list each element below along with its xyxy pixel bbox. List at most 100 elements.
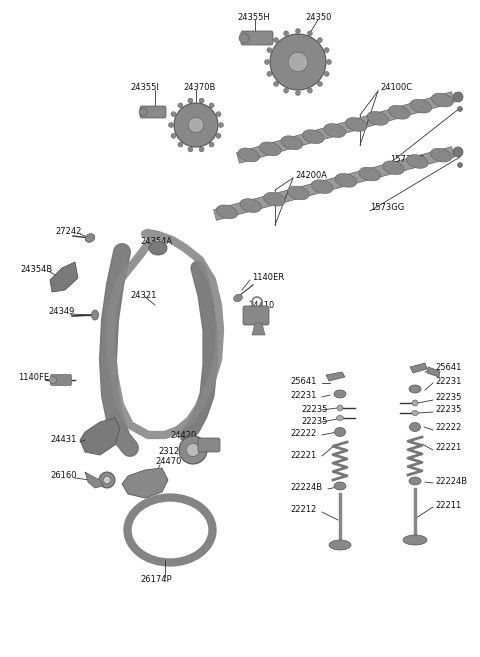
Text: 26174P: 26174P [140,576,172,585]
Text: 24321: 24321 [130,290,156,300]
Ellipse shape [187,443,200,457]
Ellipse shape [346,118,367,131]
Ellipse shape [188,147,193,152]
Text: 22222: 22222 [435,424,461,432]
Text: 25641: 25641 [290,378,316,386]
FancyBboxPatch shape [140,106,166,118]
Ellipse shape [178,142,183,147]
Ellipse shape [296,28,300,34]
Ellipse shape [409,385,421,393]
Ellipse shape [288,52,308,72]
Ellipse shape [335,428,346,436]
Polygon shape [237,92,455,164]
Polygon shape [122,468,168,498]
Ellipse shape [336,415,344,420]
Ellipse shape [324,124,346,137]
Text: 22231: 22231 [290,392,316,401]
Ellipse shape [317,81,323,87]
Ellipse shape [264,193,285,206]
Text: 26160: 26160 [50,472,76,480]
Text: 22221: 22221 [435,443,461,453]
Text: 24354A: 24354A [140,237,172,246]
Polygon shape [50,262,78,292]
Ellipse shape [218,122,224,127]
Polygon shape [252,323,265,335]
Ellipse shape [85,234,95,242]
Text: 22235: 22235 [435,394,461,403]
FancyBboxPatch shape [241,31,273,45]
Ellipse shape [216,205,238,219]
Ellipse shape [281,136,302,150]
FancyBboxPatch shape [243,306,269,325]
Ellipse shape [403,535,427,545]
Text: 22221: 22221 [290,451,316,459]
Ellipse shape [337,405,343,411]
Ellipse shape [432,93,453,107]
Polygon shape [214,147,455,220]
Ellipse shape [453,147,463,157]
Ellipse shape [216,112,221,117]
Ellipse shape [407,154,428,168]
Ellipse shape [383,161,404,175]
Text: 22235: 22235 [301,405,327,413]
Ellipse shape [312,180,333,194]
Ellipse shape [240,198,262,212]
Text: 1140FE: 1140FE [18,373,49,382]
Ellipse shape [139,108,147,116]
Text: 25641: 25641 [435,363,461,373]
Ellipse shape [260,142,281,156]
Ellipse shape [307,31,312,36]
Text: 22211: 22211 [435,501,461,509]
Ellipse shape [199,98,204,103]
Ellipse shape [359,167,381,181]
Ellipse shape [329,540,351,550]
Text: 24370B: 24370B [183,83,216,93]
Ellipse shape [274,37,278,43]
FancyBboxPatch shape [198,438,220,452]
Polygon shape [80,418,120,455]
Polygon shape [85,472,103,488]
Polygon shape [427,367,440,377]
Ellipse shape [409,477,421,485]
Text: 24431: 24431 [50,436,76,445]
Ellipse shape [409,422,420,432]
Ellipse shape [104,476,110,484]
Ellipse shape [324,48,329,53]
Ellipse shape [296,91,300,95]
Ellipse shape [174,103,218,147]
Ellipse shape [171,112,176,117]
Ellipse shape [335,173,357,187]
Ellipse shape [149,241,167,255]
Ellipse shape [49,376,57,384]
Ellipse shape [324,72,329,76]
Text: 1573GG: 1573GG [390,156,424,164]
FancyBboxPatch shape [50,374,72,386]
Ellipse shape [267,48,272,53]
Ellipse shape [274,81,278,87]
Text: 1140ER: 1140ER [252,273,284,281]
Ellipse shape [239,33,249,43]
Text: 1573GG: 1573GG [370,204,404,212]
Ellipse shape [188,118,204,133]
Text: 24200A: 24200A [295,171,327,179]
Polygon shape [326,372,345,381]
Ellipse shape [431,148,452,162]
Ellipse shape [92,310,98,320]
Ellipse shape [334,482,346,490]
Text: 23120: 23120 [158,447,184,457]
Text: 24355I: 24355I [130,83,159,93]
Text: 24349: 24349 [48,307,74,317]
Text: 22224B: 22224B [290,484,322,493]
Text: 24355H: 24355H [237,12,270,22]
Ellipse shape [326,60,332,64]
Text: 22212: 22212 [290,505,316,514]
Ellipse shape [317,37,323,43]
Text: 22235: 22235 [301,417,327,426]
Text: 22231: 22231 [435,378,461,386]
Text: 22224B: 22224B [435,478,467,486]
Text: 22235: 22235 [435,405,461,415]
Ellipse shape [457,106,463,112]
Text: 24420: 24420 [170,430,196,440]
Ellipse shape [209,103,214,108]
Ellipse shape [267,72,272,76]
